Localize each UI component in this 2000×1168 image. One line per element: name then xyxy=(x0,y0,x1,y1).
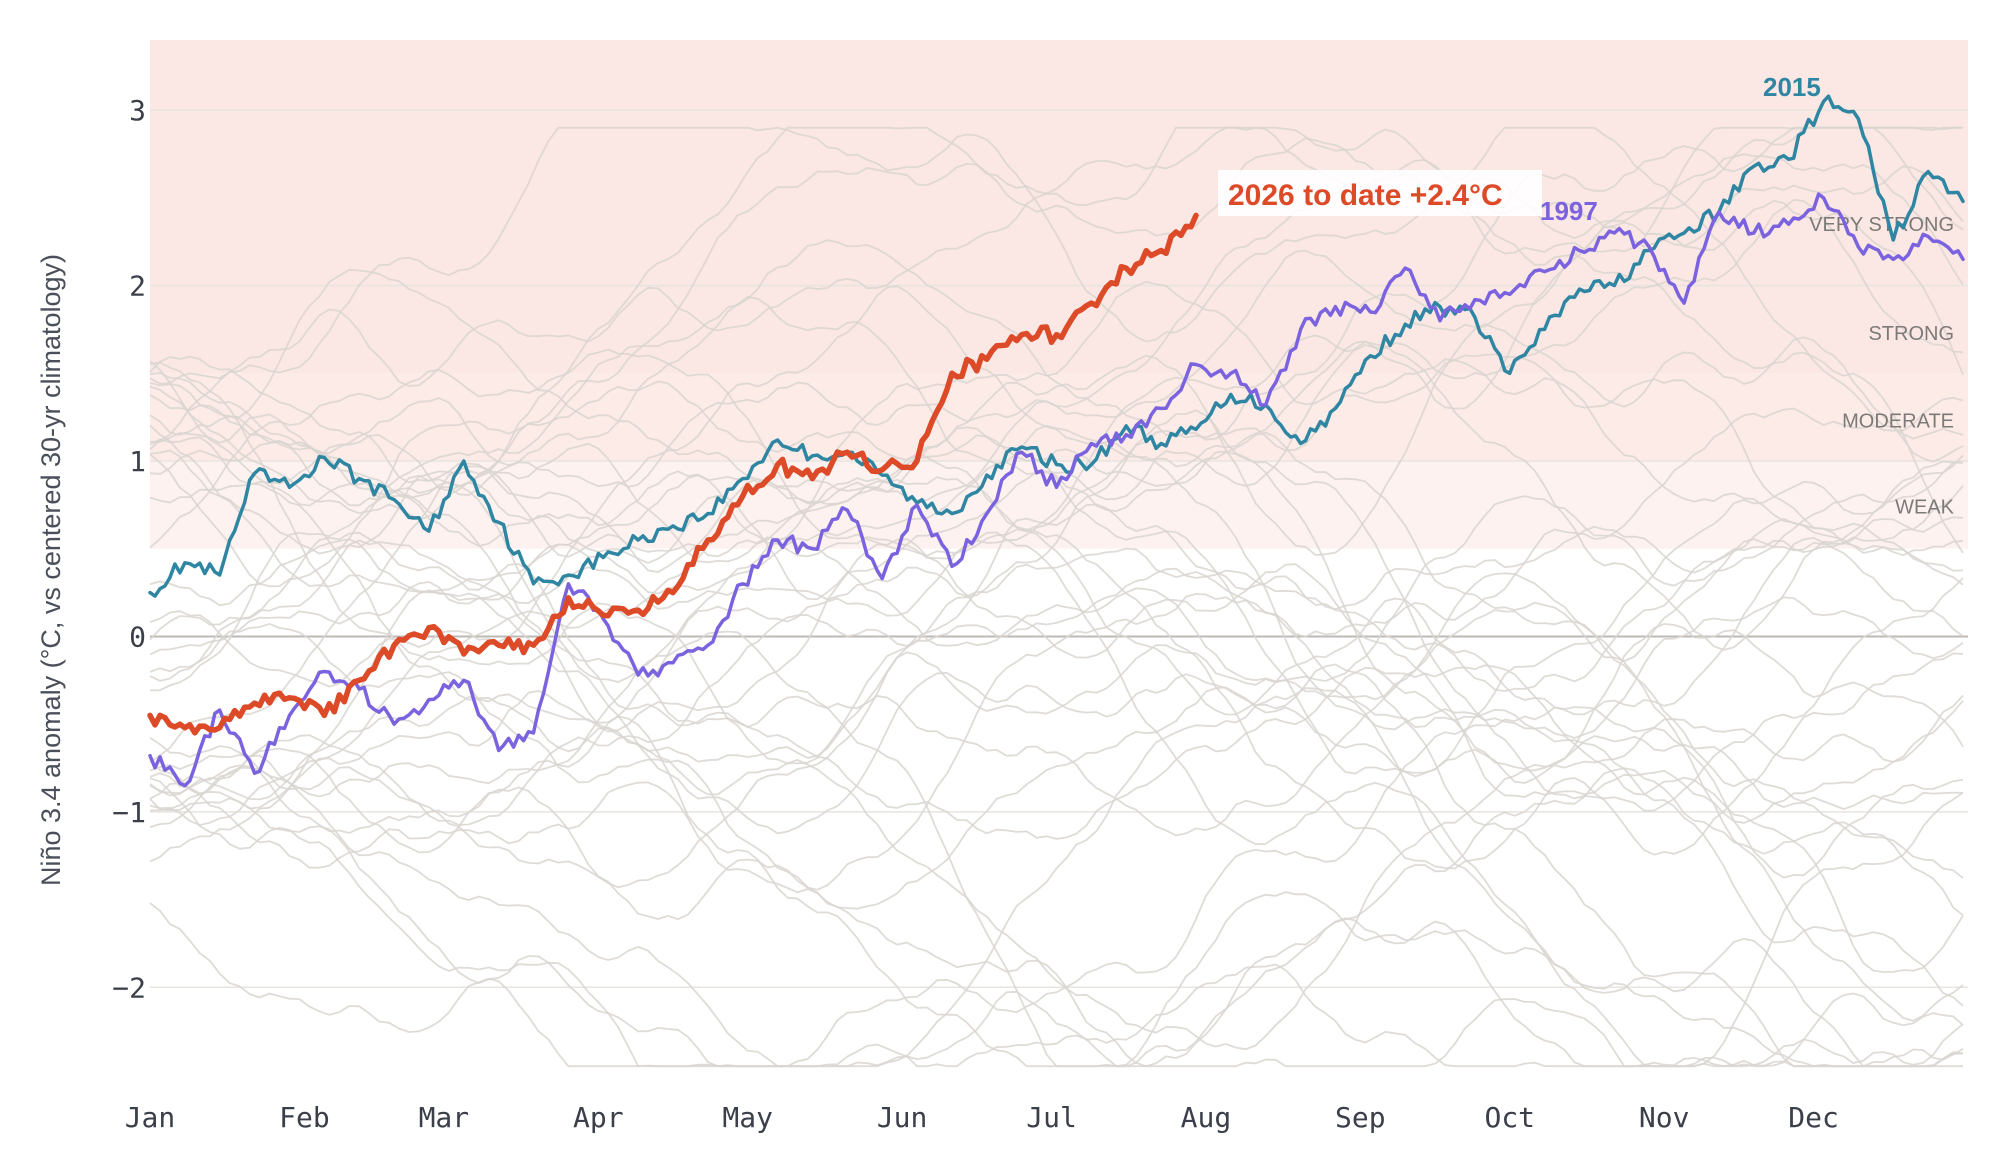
band-moderate xyxy=(150,373,1968,462)
background-year-line xyxy=(149,137,1964,555)
band-label-strong: STRONG xyxy=(1868,323,1954,345)
intensity-bands xyxy=(150,40,1968,549)
background-year-line xyxy=(149,777,1964,1068)
y-tick-label: 3 xyxy=(129,94,146,127)
band-very-strong xyxy=(150,40,1968,286)
series-line-2015 xyxy=(148,94,1965,598)
x-tick-label: Jun xyxy=(877,1101,928,1134)
background-year-line xyxy=(149,126,1964,450)
x-tick-label: Apr xyxy=(573,1101,624,1134)
x-tick-label: Feb xyxy=(279,1101,330,1134)
x-tick-label: Jul xyxy=(1026,1101,1077,1134)
background-year-line xyxy=(149,531,1964,1068)
y-tick-label: 2 xyxy=(129,270,146,303)
y-tick-label: 1 xyxy=(129,445,146,478)
y-axis-label: Niño 3.4 anomaly (°C, vs centered 30-yr … xyxy=(36,254,66,886)
background-year-line xyxy=(149,460,1964,863)
background-year-line xyxy=(149,409,1964,879)
series-line-1997 xyxy=(148,192,1965,788)
band-label-very-strong: VERY STRONG xyxy=(1809,214,1954,236)
current-year-label-bg xyxy=(1218,170,1542,216)
x-tick-label: Oct xyxy=(1484,1101,1535,1134)
series-label-1997: 1997 xyxy=(1540,196,1598,226)
background-year-line xyxy=(149,126,1964,521)
x-tick-label: Aug xyxy=(1181,1101,1232,1134)
background-year-line xyxy=(149,700,1964,1068)
background-year-line xyxy=(149,348,1964,557)
background-year-line xyxy=(149,431,1964,663)
background-year-line xyxy=(149,126,1963,507)
background-year-line xyxy=(149,153,1964,488)
background-year-line xyxy=(149,715,1964,1068)
series-line-2026-to-date xyxy=(147,212,1199,736)
band-label-moderate: MODERATE xyxy=(1842,411,1954,433)
background-year-line xyxy=(149,622,1964,910)
x-tick-label: Sep xyxy=(1335,1101,1386,1134)
x-tick-label: Nov xyxy=(1639,1101,1690,1134)
background-year-line xyxy=(149,380,1964,778)
background-year-line xyxy=(149,547,1964,1007)
background-year-line xyxy=(149,361,1964,812)
background-year-line xyxy=(149,572,1964,1068)
band-label-weak: WEAK xyxy=(1895,497,1955,519)
background-year-line xyxy=(149,199,1964,688)
background-year-line xyxy=(149,622,1964,1068)
y-tick-label: 0 xyxy=(129,620,146,653)
background-year-line xyxy=(149,531,1964,1068)
background-year-line xyxy=(149,372,1964,835)
x-tick-label: Jan xyxy=(125,1101,176,1134)
current-year-text: 2026 to date xyxy=(1228,179,1410,212)
background-year-line xyxy=(149,280,1964,798)
background-year-line xyxy=(149,608,1964,1051)
background-year-line xyxy=(149,340,1964,692)
x-tick-label: Mar xyxy=(419,1101,470,1134)
background-year-line xyxy=(149,539,1964,1022)
x-tick-label: May xyxy=(722,1101,773,1134)
background-year-line xyxy=(149,461,1964,889)
current-year-label: 2026 to date +2.4°C xyxy=(1228,179,1503,212)
y-axis-ticks: −2 −1 0 1 2 3 xyxy=(112,94,146,1004)
band-strong xyxy=(150,285,1968,374)
series-label-2015: 2015 xyxy=(1763,72,1821,102)
y-tick-label: −1 xyxy=(112,796,146,829)
band-labels: WEAK MODERATE STRONG VERY STRONG xyxy=(1809,214,1955,518)
series-annotations: 2026 to date +2.4°C 1997 2015 xyxy=(1218,72,1821,226)
background-year-line xyxy=(149,465,1964,870)
background-year-line xyxy=(149,198,1964,602)
current-year-value: +2.4°C xyxy=(1410,179,1503,212)
y-tick-label: −2 xyxy=(112,971,146,1004)
background-year-line xyxy=(149,396,1964,921)
background-year-line xyxy=(149,517,1964,826)
background-year-line xyxy=(149,323,1964,573)
background-years xyxy=(149,126,1964,1068)
background-year-line xyxy=(149,791,1964,1068)
background-year-line xyxy=(149,126,1963,385)
highlight-series xyxy=(147,94,1965,788)
x-tick-label: Dec xyxy=(1788,1101,1839,1134)
x-axis-ticks: Jan Feb Mar Apr May Jun Jul Aug Sep Oct Nov Dec xyxy=(125,1101,1839,1134)
